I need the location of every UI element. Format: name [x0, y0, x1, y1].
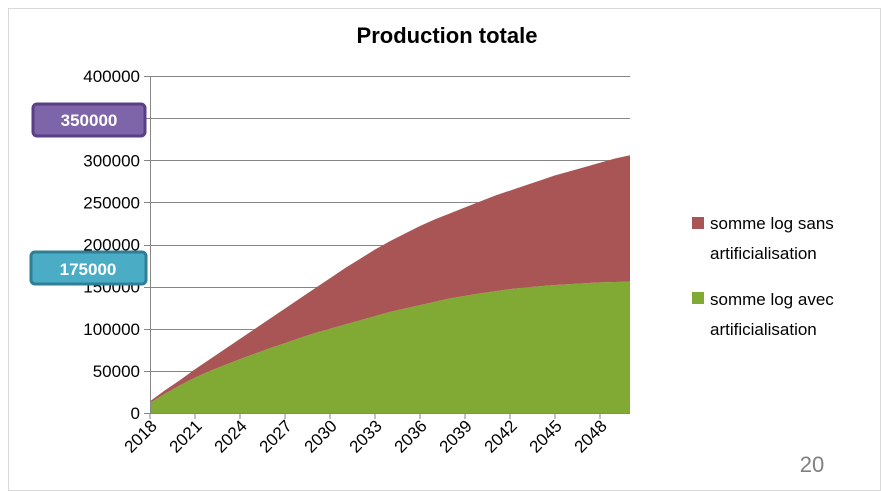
callout-text-175000: 175000	[60, 260, 117, 279]
x-tick-label: 2024	[211, 416, 251, 456]
y-tick-label: 300000	[83, 151, 140, 170]
legend-swatch-sans	[692, 217, 704, 229]
x-tick-label: 2018	[121, 416, 161, 456]
x-tick-label: 2021	[166, 416, 206, 456]
callout-350000: 350000	[31, 102, 147, 138]
callout-175000: 175000	[29, 250, 148, 286]
y-tick-label: 400000	[83, 67, 140, 86]
callout-box-teal	[29, 250, 148, 286]
x-tick-labels: 2018 2021 2024 2027 2030 2033 2036 2039 2042 2045…	[121, 413, 611, 457]
legend-label-sans-line2: artificialisation	[710, 244, 817, 263]
legend-label-avec-line2: artificialisation	[710, 320, 817, 339]
area-series	[150, 155, 630, 413]
axes	[150, 76, 630, 414]
y-tick-label: 100000	[83, 320, 140, 339]
y-tick-label: 50000	[93, 362, 140, 381]
area-series-avec	[150, 281, 630, 413]
x-tick-label: 2039	[436, 416, 476, 456]
legend-label-avec-line1: somme log avec	[710, 290, 834, 309]
y-tick-label: 0	[131, 404, 140, 423]
x-tick-label: 2045	[526, 416, 566, 456]
chart-title: Production totale	[357, 23, 538, 48]
x-tick-label: 2027	[256, 416, 296, 456]
legend: somme log sans artificialisation somme l…	[692, 214, 834, 339]
x-tick-label: 2048	[571, 416, 611, 456]
y-tick-labels: 0500001000001500002000002500003000003500…	[83, 67, 150, 423]
legend-swatch-avec	[692, 292, 704, 304]
x-tick-label: 2030	[301, 416, 341, 456]
legend-label-sans-line1: somme log sans	[710, 214, 834, 233]
y-tick-label: 250000	[83, 193, 140, 212]
callout-box-purple	[31, 102, 147, 138]
slide-number: 20	[800, 452, 824, 477]
y-tick-label: 200000	[83, 236, 140, 255]
x-tick-label: 2036	[391, 416, 431, 456]
x-tick-label: 2042	[481, 416, 521, 456]
callout-text-350000: 350000	[61, 111, 118, 130]
area-series-sans	[150, 155, 630, 403]
x-tick-label: 2033	[346, 416, 386, 456]
